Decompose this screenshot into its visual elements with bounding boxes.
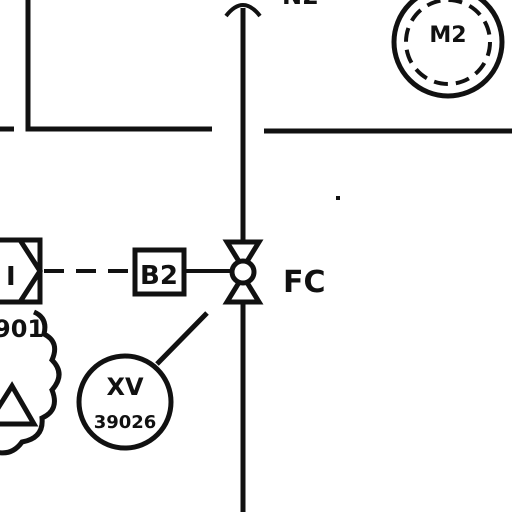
- motor-outer-circle: [391, 0, 505, 99]
- b2-label: B2: [140, 261, 178, 291]
- interlock-tag-label: 901: [0, 315, 44, 343]
- motor-label: M2: [429, 23, 466, 48]
- instrument-leader-line: [155, 311, 209, 366]
- motor-m2-symbol: M2: [391, 0, 505, 99]
- warning-triangle-icon: [0, 381, 39, 427]
- b2-box: [132, 247, 187, 297]
- instrument-number-label: 39026: [94, 412, 157, 433]
- xv-instrument-bubble: XV 39026: [76, 353, 174, 451]
- instrument-function-label: XV: [106, 373, 144, 401]
- area-boundaries: [0, 0, 512, 134]
- interlock-diamond: [0, 237, 43, 305]
- valve-lower-triangle: [222, 271, 264, 305]
- interlock-symbol: [0, 237, 43, 305]
- fail-closed-label: FC: [283, 265, 326, 300]
- line-continuation-arc: [224, 3, 262, 18]
- instrument-circle: [76, 353, 174, 451]
- b2-block: B2: [132, 247, 187, 297]
- control-valve: [222, 239, 264, 305]
- interlock-label: I: [6, 262, 16, 292]
- valve-upper-triangle: [222, 239, 264, 273]
- valve-ball: [229, 258, 257, 286]
- speck-mark: [336, 196, 340, 200]
- process-line: [224, 3, 262, 512]
- revision-cloud: [0, 309, 62, 456]
- left-area-boundary: [25, 0, 212, 132]
- n2-line-label: N2: [282, 0, 319, 10]
- motor-inner-dashed-circle: [404, 0, 492, 86]
